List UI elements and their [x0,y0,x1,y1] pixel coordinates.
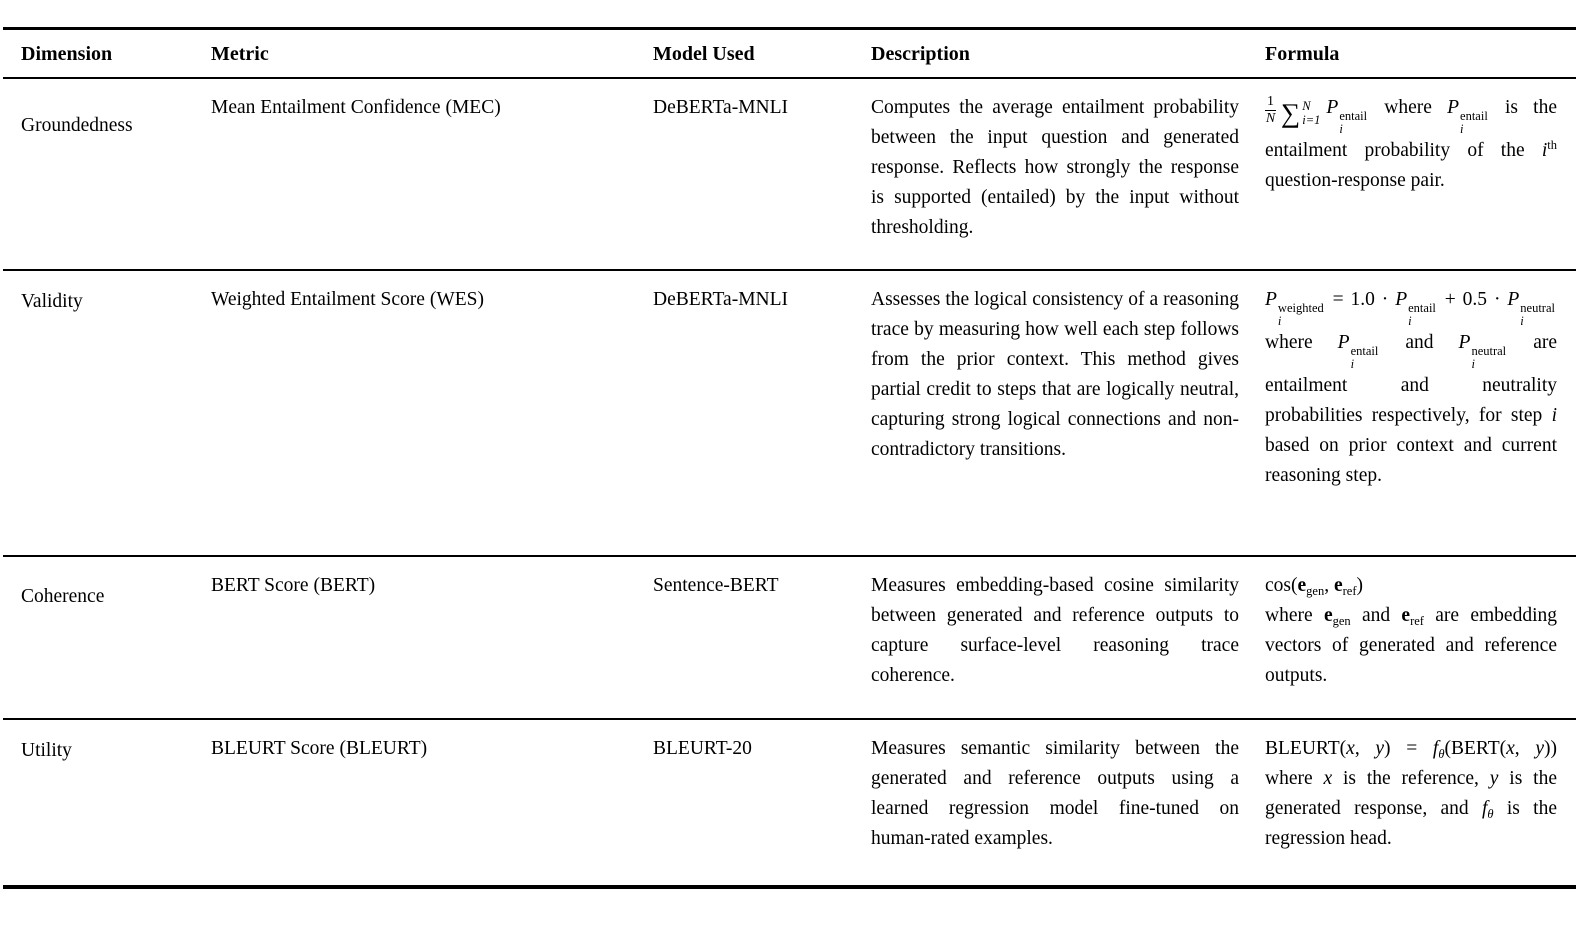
table-row: Utility BLEURT Score (BLEURT) BLEURT-20 Mea… [3,719,1576,887]
column-header-description: Description [861,28,1251,79]
column-header-model-used: Model Used [643,28,861,79]
column-header-dimension: Dimension [3,28,199,79]
model-cell: Sentence-BERT [653,575,779,596]
model-cell: DeBERTa-MNLI [653,289,789,310]
metric-cell: BERT Score (BERT) [211,575,376,596]
description-cell: Measures embedding-based cosine similari… [871,575,1239,686]
description-cell: Computes the average entailment probabil… [871,97,1239,238]
table-body: Groundedness Mean Entailment Confidence (… [3,78,1576,887]
model-cell: BLEURT-20 [653,738,752,759]
metric-cell: BLEURT Score (BLEURT) [211,738,428,759]
description-cell: Measures semantic similarity between the… [871,738,1239,849]
metric-cell: Mean Entailment Confidence (MEC) [211,97,501,118]
dimension-cell: Utility [21,740,72,761]
dimension-cell: Groundedness [21,115,133,136]
table-row: Groundedness Mean Entailment Confidence (… [3,78,1576,270]
dimension-cell: Validity [21,291,83,312]
column-header-formula: Formula [1251,28,1576,79]
model-cell: DeBERTa-MNLI [653,97,789,118]
metrics-table: Dimension Metric Model Used Description … [3,27,1576,889]
table-row: Validity Weighted Entailment Score (WES) D… [3,270,1576,556]
dimension-cell: Coherence [21,586,105,607]
column-header-metric: Metric [199,28,643,79]
header-row: Dimension Metric Model Used Description … [3,28,1576,79]
formula-cell: cos(egen, eref) where egen and eref are e… [1265,575,1558,686]
table-row: Coherence BERT Score (BERT) Sentence-BERT M… [3,556,1576,719]
formula-cell: BLEURT(x, y) = fθ(BERT(x, y)) where x is… [1265,738,1557,849]
description-cell: Assesses the logical consistency of a re… [871,289,1239,460]
table-header: Dimension Metric Model Used Description … [3,28,1576,79]
metric-cell: Weighted Entailment Score (WES) [211,289,484,310]
